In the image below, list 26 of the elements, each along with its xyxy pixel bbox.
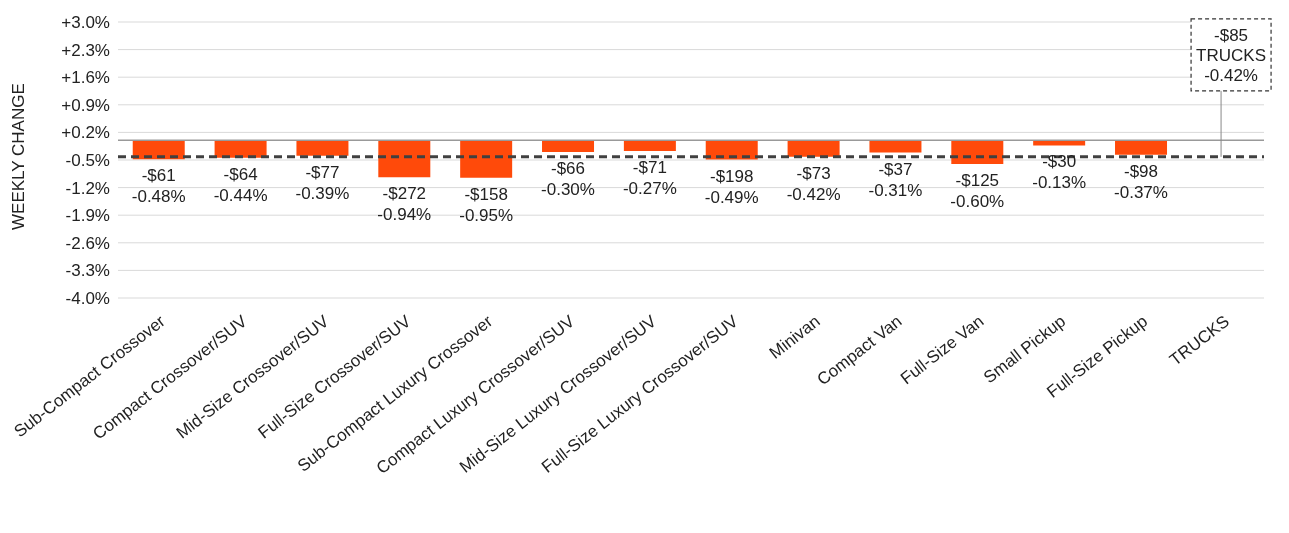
y-tick-label: +3.0% <box>61 13 110 33</box>
y-tick-label: +0.9% <box>61 95 110 115</box>
data-label: -$64 -0.44% <box>213 164 268 205</box>
data-label: -$125 -0.60% <box>950 170 1005 211</box>
data-label: -$158 -0.95% <box>459 184 514 225</box>
data-label: -$73 -0.42% <box>786 163 841 204</box>
data-label: -$71 -0.27% <box>622 157 677 198</box>
data-label: -$61 -0.48% <box>131 166 186 207</box>
data-label: -$198 -0.49% <box>704 166 759 207</box>
y-axis-title: WEEKLY CHANGE <box>9 83 29 230</box>
data-label: -$66 -0.30% <box>541 159 595 200</box>
y-tick-label: +2.3% <box>61 40 110 60</box>
y-tick-label: -1.2% <box>65 178 110 198</box>
y-tick-label: +1.6% <box>61 68 110 88</box>
data-label: -$272 -0.94% <box>377 184 432 225</box>
y-tick-label: -2.6% <box>65 233 110 253</box>
data-label: -$98 -0.37% <box>1114 161 1168 202</box>
y-tick-label: -1.9% <box>65 206 110 226</box>
y-tick-label: -3.3% <box>65 261 110 281</box>
y-tick-label: -4.0% <box>65 289 110 309</box>
y-tick-label: -0.5% <box>65 151 110 171</box>
data-label: -$37 -0.31% <box>868 159 923 200</box>
data-label: -$77 -0.39% <box>295 162 350 203</box>
ref-line-label: -$85 TRUCKS -0.42% <box>1196 25 1267 85</box>
y-tick-label: +0.2% <box>61 123 110 143</box>
data-label: -$30 -0.13% <box>1032 152 1087 193</box>
